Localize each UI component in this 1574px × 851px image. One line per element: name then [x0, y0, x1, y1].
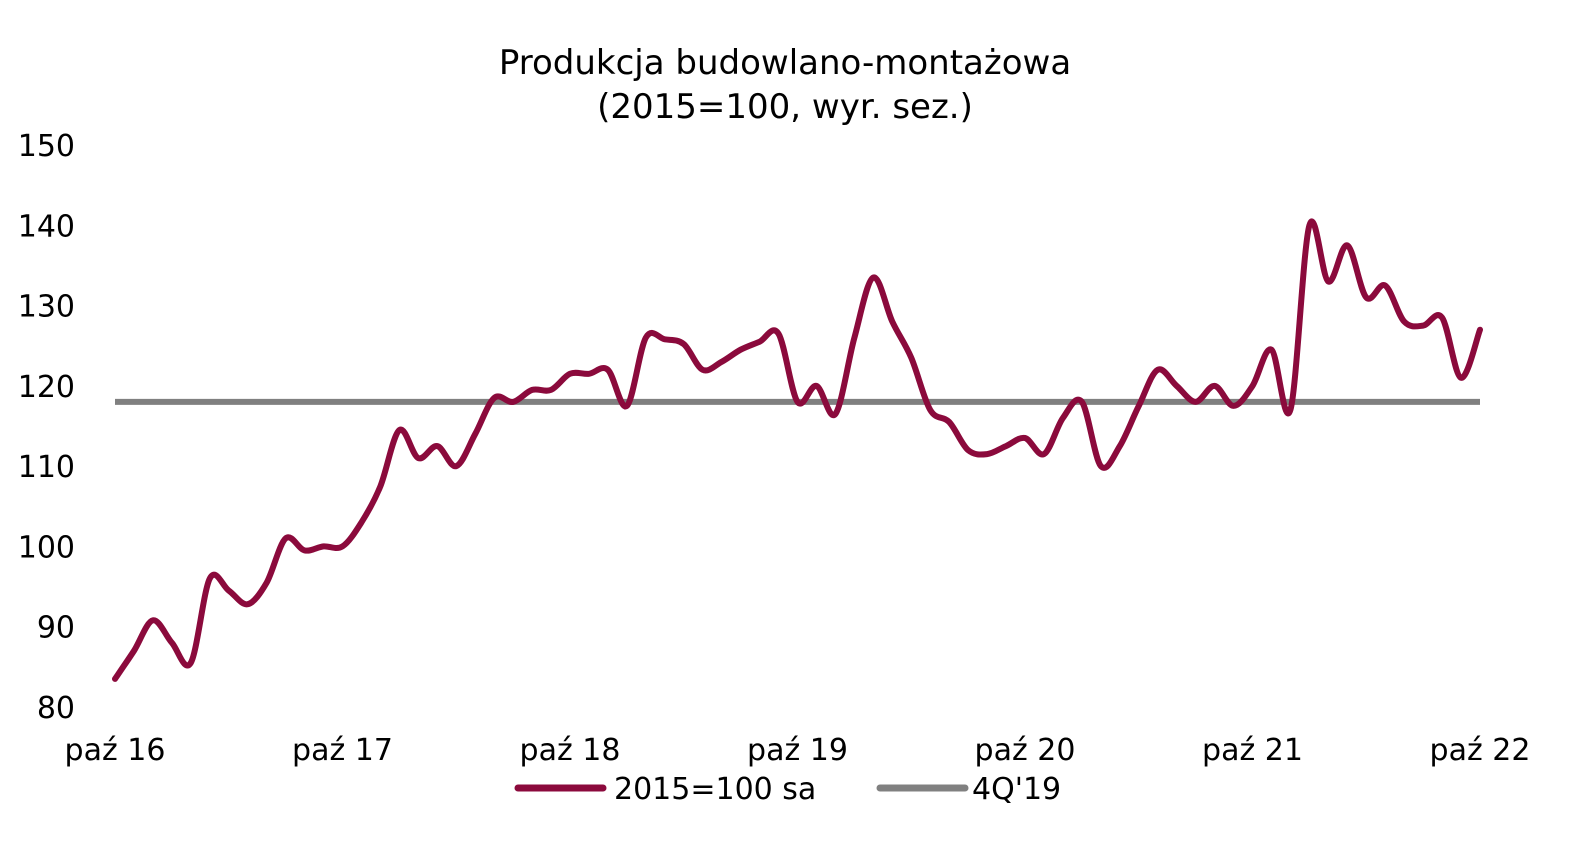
y-tick-label: 110 — [18, 450, 75, 485]
x-tick-label: paź 18 — [520, 733, 621, 768]
x-tick-label: paź 17 — [292, 733, 393, 768]
x-tick-label: paź 21 — [1202, 733, 1303, 768]
x-axis: paź 16 paź 17 paź 18 paź 19 paź 20 paź 21 paź … — [65, 733, 1531, 768]
y-tick-label: 130 — [18, 290, 75, 325]
plot-area — [112, 218, 1483, 682]
legend-label-series-1: 2015=100 sa — [614, 772, 816, 807]
y-tick-label: 80 — [37, 691, 75, 726]
x-tick-label: paź 22 — [1430, 733, 1531, 768]
y-tick-label: 140 — [18, 209, 75, 244]
chart-title-line2: (2015=100, wyr. sez.) — [597, 87, 973, 127]
y-tick-label: 120 — [18, 370, 75, 405]
y-tick-label: 150 — [18, 129, 75, 164]
x-tick-label: paź 20 — [975, 733, 1076, 768]
x-tick-label: paź 19 — [747, 733, 848, 768]
legend: 2015=100 sa 4Q'19 — [514, 772, 1061, 807]
legend-label-series-2: 4Q'19 — [972, 772, 1061, 807]
series-line-2015-100-sa — [112, 218, 1483, 682]
chart-title-line1: Produkcja budowlano-montażowa — [499, 43, 1071, 83]
x-tick-label: paź 16 — [65, 733, 166, 768]
y-axis: 150 140 130 120 110 100 90 80 — [18, 129, 75, 726]
y-tick-label: 90 — [37, 611, 75, 646]
y-tick-label: 100 — [18, 530, 75, 565]
